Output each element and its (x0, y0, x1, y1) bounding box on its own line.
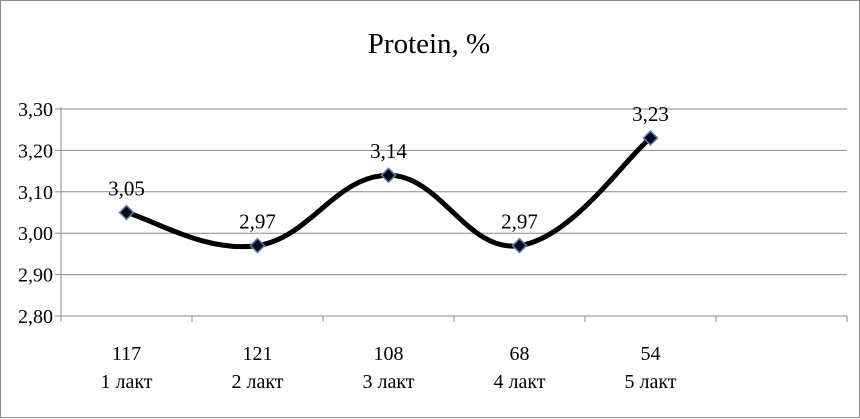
x-category-lactation: 5 лакт (624, 371, 676, 393)
x-category-lactation: 2 лакт (231, 371, 283, 393)
data-label: 3,05 (108, 177, 145, 201)
data-point-marker (642, 129, 659, 147)
data-point-marker (249, 237, 266, 254)
data-labels: 3,05 2,97 3,14 2,97 3,23 (108, 102, 669, 234)
series (118, 129, 659, 254)
x-axis-categories: 117 1 лакт 121 2 лакт 108 3 лакт 68 4 лакт 54 5 л… (100, 343, 676, 393)
chart-title: Protein, % (368, 28, 490, 60)
data-label: 3,23 (632, 102, 669, 126)
data-point-marker (118, 204, 135, 221)
y-tick-label: 2,90 (18, 265, 53, 287)
grid (61, 108, 847, 276)
x-category-count: 121 (243, 343, 273, 365)
data-point-marker (380, 167, 397, 184)
y-axis-ticks: 2,80 2,90 3,00 3,10 3,20 3,30 (18, 99, 61, 328)
x-category-count: 117 (112, 343, 141, 365)
y-tick-label: 2,80 (18, 306, 53, 328)
axes (60, 107, 848, 322)
data-label: 3,14 (370, 139, 407, 163)
data-point-marker (511, 237, 528, 254)
x-category-count: 108 (374, 343, 404, 365)
y-tick-label: 3,10 (18, 182, 53, 204)
x-category-count: 54 (641, 343, 661, 365)
x-category-lactation: 4 лакт (493, 371, 545, 393)
y-tick-label: 3,20 (18, 140, 53, 162)
x-category-lactation: 3 лакт (362, 371, 414, 393)
data-label: 2,97 (501, 210, 538, 234)
y-tick-label: 3,00 (18, 223, 53, 245)
x-category-lactation: 1 лакт (100, 371, 152, 393)
data-label: 2,97 (239, 210, 276, 234)
y-tick-label: 3,30 (18, 99, 53, 121)
x-category-count: 68 (510, 343, 530, 365)
